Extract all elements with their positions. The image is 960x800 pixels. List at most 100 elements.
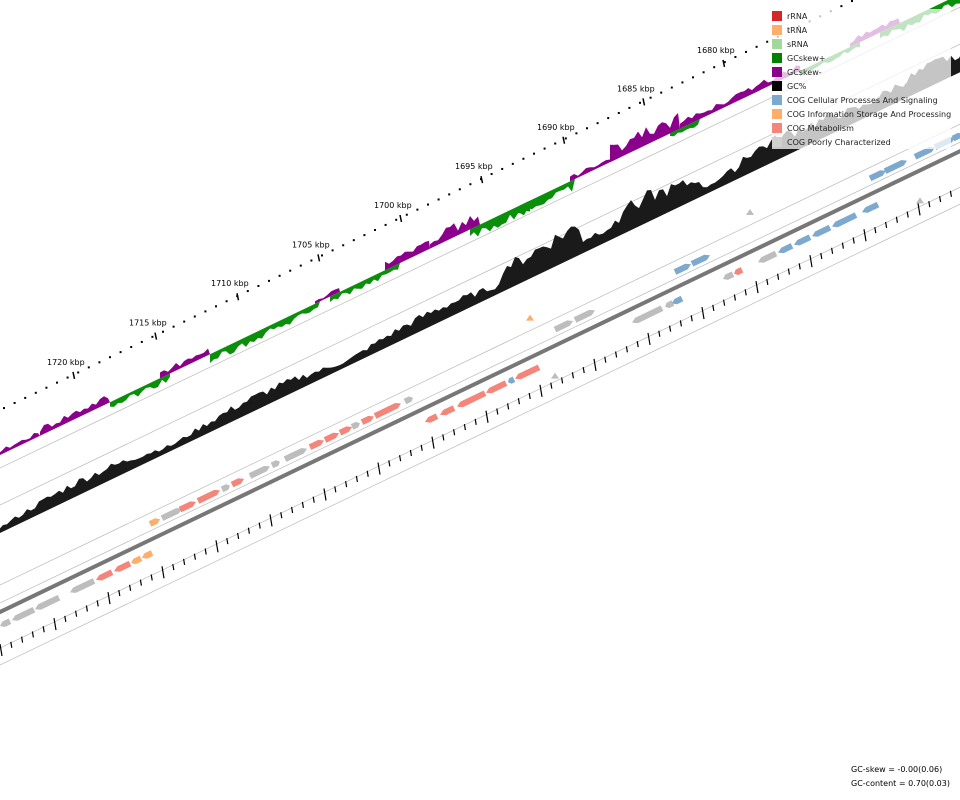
legend-swatch (772, 123, 782, 133)
legend-swatch (772, 53, 782, 63)
bottom-minor-tick (604, 356, 607, 363)
ruler-dot (490, 173, 493, 176)
bottom-minor-tick (507, 403, 510, 410)
ruler-dot (140, 340, 143, 343)
ruler-dot (310, 259, 313, 262)
bottom-major-tick (755, 281, 759, 294)
bottom-minor-tick (31, 631, 34, 638)
gene-arrow (70, 578, 96, 593)
bottom-major-tick (377, 462, 381, 475)
ruler-dot (543, 147, 546, 150)
legend-swatch (772, 81, 782, 91)
gene-arrow (350, 421, 360, 430)
gene-arrow (148, 518, 160, 527)
legend-item: COG Information Storage And Processing (772, 107, 951, 121)
legend-label: GCskew+ (787, 53, 826, 63)
gene-arrow (862, 201, 880, 213)
ruler-dot (98, 361, 101, 364)
bottom-minor-tick (841, 242, 844, 249)
ruler-dot (427, 203, 429, 206)
gc-skew-positive-segment (470, 200, 530, 237)
bottom-minor-tick (226, 538, 229, 545)
gene-arrow (508, 376, 516, 384)
bottom-minor-tick (453, 429, 456, 436)
gene-arrow (178, 501, 196, 513)
gene-arrow (230, 478, 244, 488)
ruler-dot (352, 239, 355, 242)
gc-skew-positive-segment (270, 301, 320, 330)
ruler-major-tick (722, 59, 726, 68)
legend-label: sRNA (787, 39, 809, 49)
legend-label: COG Metabolism (787, 123, 854, 133)
ruler-dot (183, 320, 186, 323)
gene-arrow (457, 390, 487, 408)
bottom-minor-tick (777, 273, 780, 280)
bottom-minor-tick (193, 553, 196, 560)
legend-item: COG Metabolism (772, 121, 951, 135)
bottom-minor-tick (150, 574, 153, 581)
ruler-dot (448, 193, 451, 196)
ruler-major-tick (236, 293, 240, 301)
gene-arrow (632, 305, 664, 324)
gene-arrow (403, 396, 413, 405)
ruler-dot (458, 188, 461, 191)
bottom-major-tick (593, 358, 597, 371)
gc-skew-positive-segment (210, 325, 270, 363)
bottom-minor-tick (85, 605, 88, 612)
bottom-minor-tick (787, 268, 790, 275)
gene-arrow (673, 263, 691, 275)
gene-arrow (734, 267, 744, 275)
gene-arrow (338, 426, 352, 436)
bottom-minor-tick (658, 330, 661, 337)
guide-line (0, 141, 960, 604)
bottom-major-tick (917, 203, 921, 216)
gc-skew-negative-segment (430, 216, 480, 249)
gene-arrow (440, 405, 456, 416)
ruler-major-tick (562, 136, 566, 144)
ruler-dot (628, 106, 631, 109)
ruler-dot (24, 396, 27, 399)
ruler-dot (321, 254, 323, 257)
bottom-major-tick (539, 384, 543, 397)
bottom-major-tick (269, 514, 273, 527)
gc-content-profile (0, 55, 960, 533)
ruler-dot (384, 223, 387, 226)
gc-skew-negative-segment (315, 288, 340, 304)
ruler-label: 1705 kbp (292, 240, 330, 249)
bottom-minor-tick (625, 346, 628, 353)
bottom-minor-tick (204, 548, 207, 555)
ruler-dot (363, 234, 366, 237)
bottom-major-tick (431, 436, 435, 449)
bottom-minor-tick (615, 351, 618, 358)
legend-label: GC% (787, 81, 807, 91)
gene-arrow (778, 243, 794, 254)
bottom-minor-tick (852, 237, 855, 244)
gene-arrow (220, 484, 230, 493)
ruler-dot (586, 127, 588, 130)
ruler-dot (268, 279, 270, 282)
gene-arrow (0, 618, 12, 627)
legend-swatch (772, 109, 782, 119)
bottom-minor-tick (831, 247, 834, 254)
bottom-minor-tick (280, 512, 283, 519)
legend: rRNA tRNA sRNA GCskew+ GCskew- GC% COG Cellula… (772, 9, 952, 149)
bottom-major-tick (863, 229, 867, 242)
backbone-line (0, 148, 960, 615)
guide-line (0, 123, 960, 586)
gene-arrow (883, 160, 907, 174)
gene-arrow (913, 146, 935, 160)
ruler-dot (575, 132, 578, 135)
ruler-dot (77, 371, 80, 374)
gene-marker (916, 197, 924, 204)
ruler-dot (66, 376, 69, 379)
ruler-dot (840, 5, 843, 8)
bottom-minor-tick (21, 636, 24, 643)
ruler-dot (522, 157, 525, 160)
bottom-minor-tick (247, 527, 250, 534)
ruler-dot (45, 386, 48, 389)
gc-skew-negative-segment (0, 433, 40, 455)
gene-arrow (486, 380, 508, 394)
ruler-dot (660, 91, 663, 94)
legend-item: GCskew+ (772, 51, 951, 65)
ruler-dot (34, 391, 37, 394)
